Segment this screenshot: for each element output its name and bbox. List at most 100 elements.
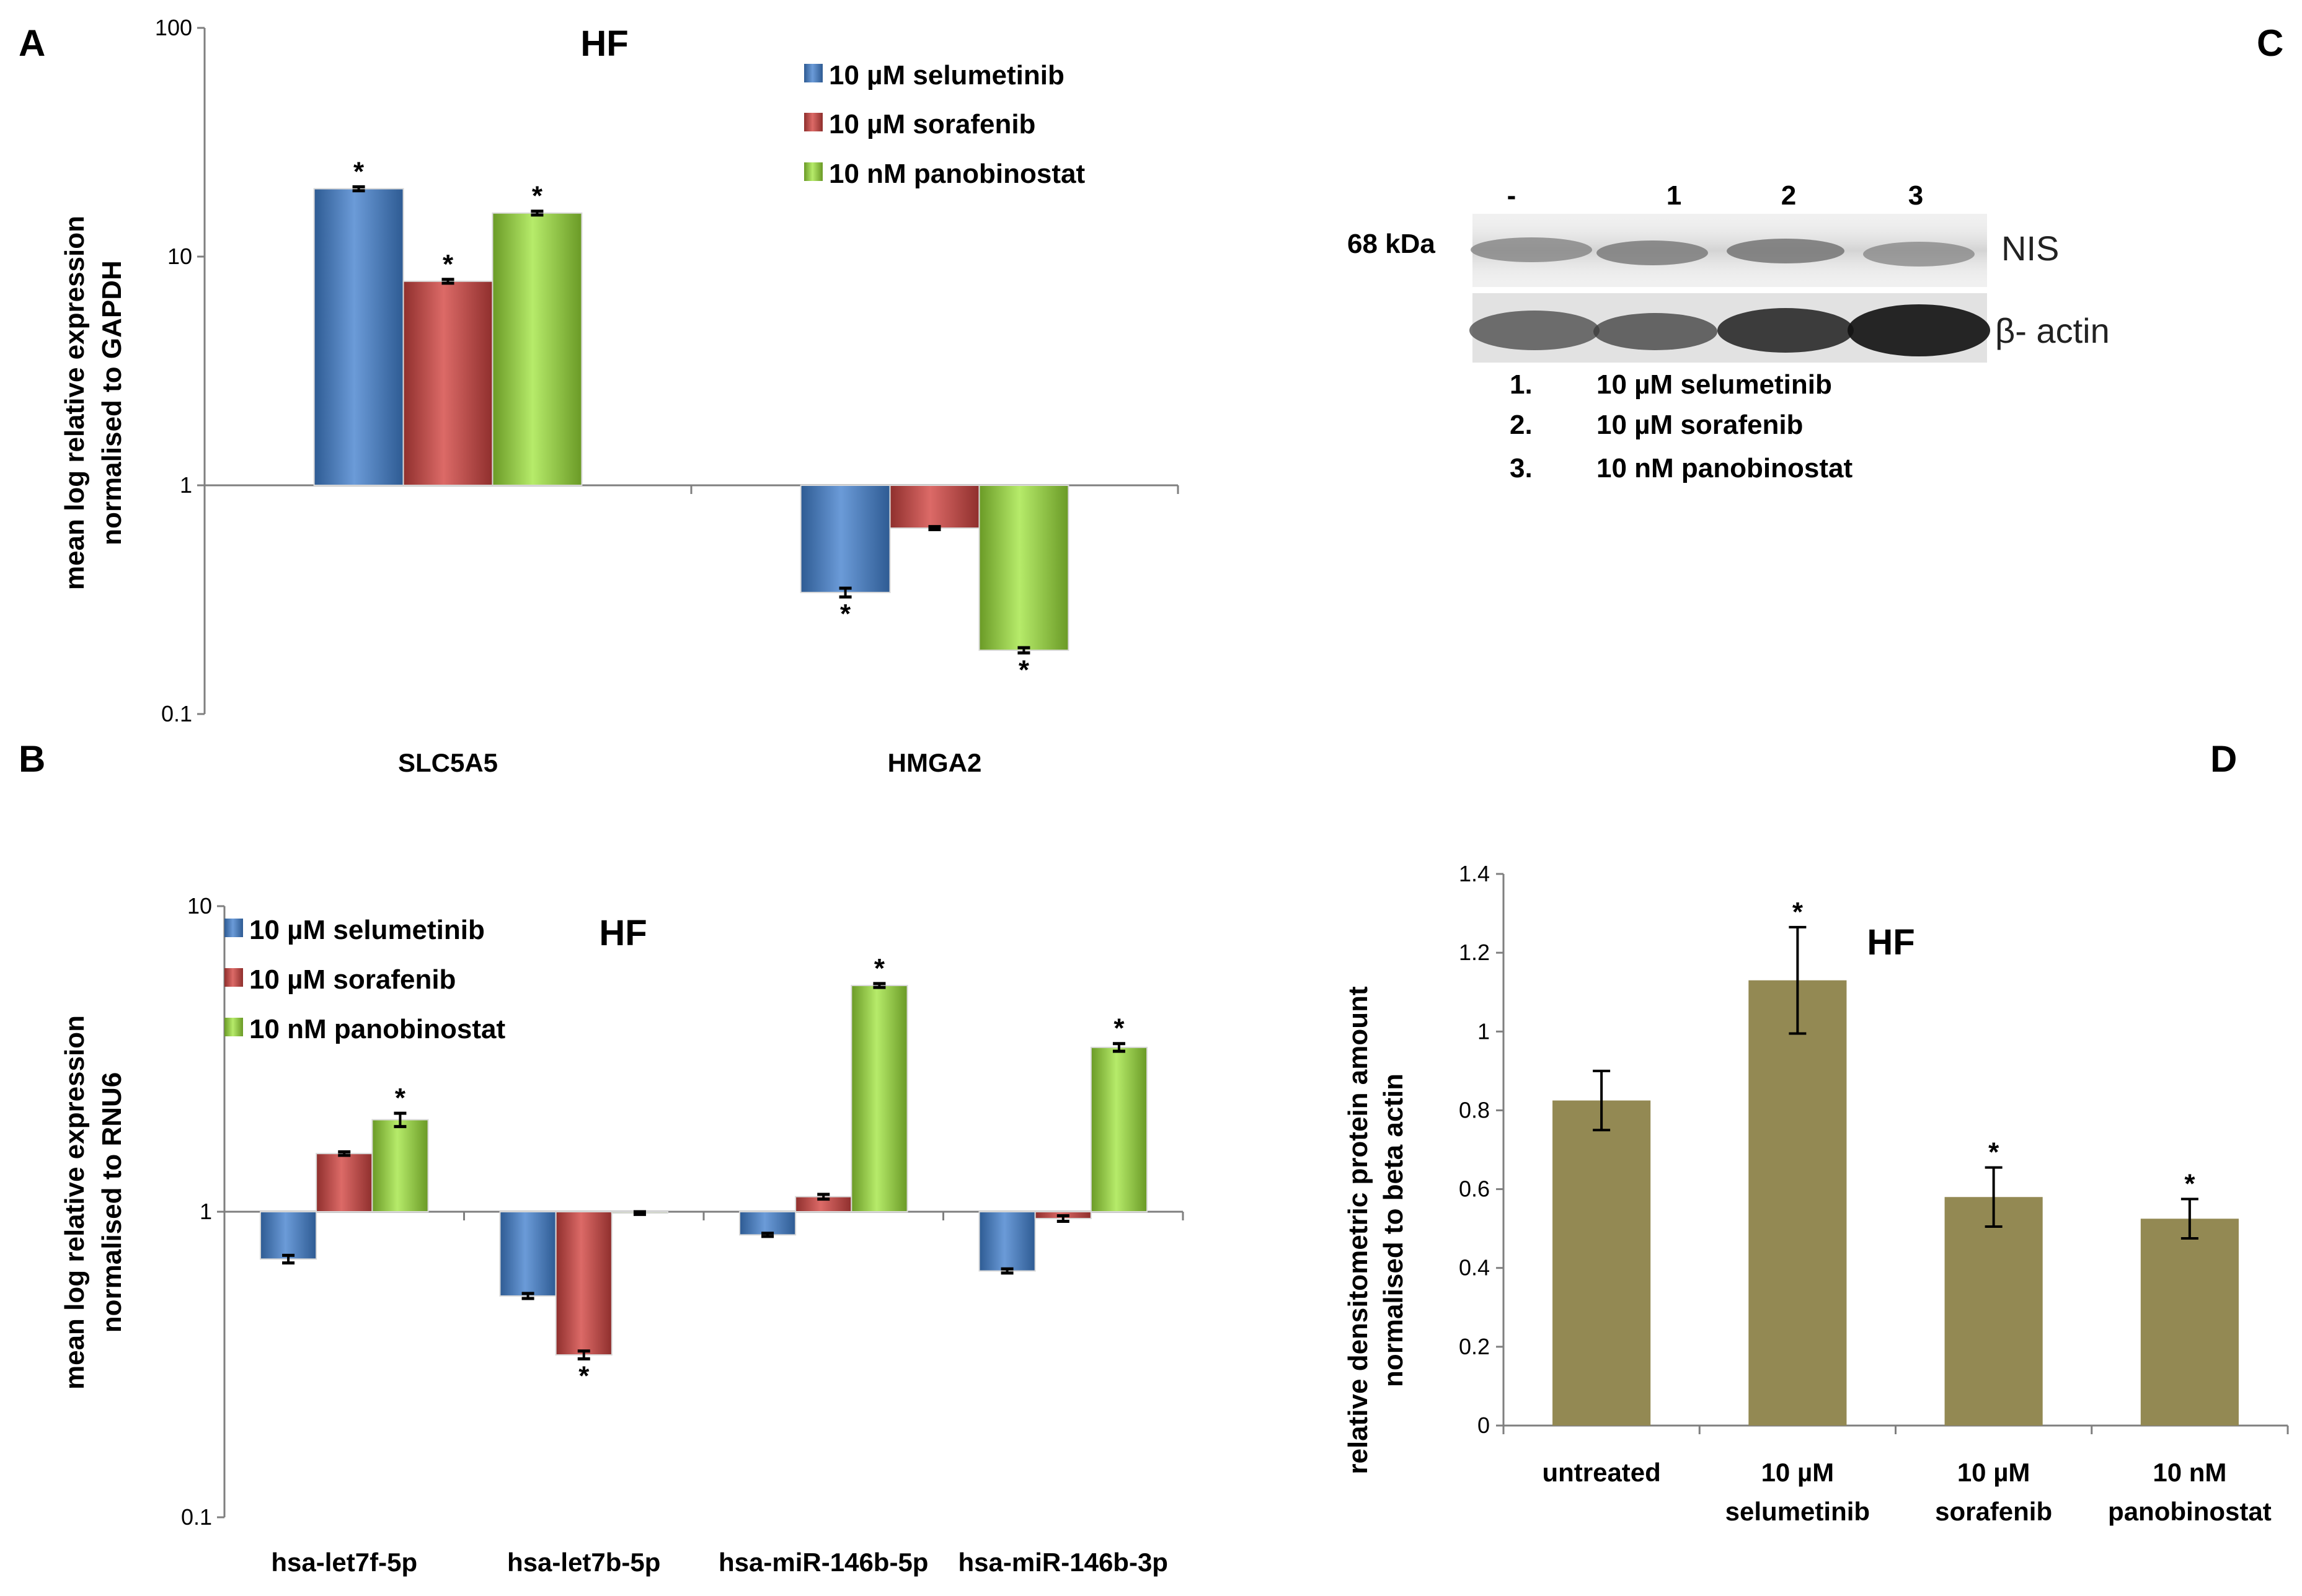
- actin-band-lane-3: [1848, 304, 1990, 356]
- y-tick-label: 0.1: [161, 701, 192, 726]
- legend-a-swatch-1: [804, 113, 823, 131]
- y-tick-label: 1.2: [1459, 940, 1490, 965]
- category-label: hsa-miR-146b-3p: [958, 1548, 1168, 1577]
- legend-a-swatch-0: [804, 64, 823, 82]
- significance-star: *: [395, 1083, 406, 1113]
- category-label: hsa-let7f-5p: [271, 1548, 417, 1577]
- significance-star: *: [578, 1360, 590, 1391]
- category-label: hsa-miR-146b-5p: [719, 1548, 928, 1577]
- panel-b-title: HF: [599, 913, 647, 953]
- panel-a-title: HF: [580, 24, 628, 64]
- y-tick-label: 0.1: [181, 1504, 212, 1530]
- nis-band-lane-1: [1596, 240, 1708, 265]
- significance-star: *: [2184, 1168, 2195, 1199]
- category-label: 10 µM: [1761, 1458, 1835, 1487]
- blot-key-text-1: 10 µM selumetinib: [1596, 369, 1832, 400]
- category-label: untreated: [1542, 1458, 1660, 1487]
- legend-a-label-1: 10 µM sorafenib: [829, 109, 1035, 139]
- category-label: 10 µM: [1957, 1458, 2030, 1487]
- bar: [978, 1211, 1036, 1272]
- significance-star: *: [1988, 1137, 1999, 1168]
- blot-lane-label-2: 2: [1781, 180, 1796, 211]
- significance-star: *: [532, 181, 543, 211]
- y-tick-label: 100: [155, 15, 192, 40]
- legend-b-label-1: 10 µM sorafenib: [249, 964, 456, 995]
- blot-key-text-3: 10 nM panobinostat: [1596, 453, 1853, 483]
- blot-key-text-2: 10 µM sorafenib: [1596, 410, 1803, 440]
- panel-a-ylabel-line2: normalised to GAPDH: [97, 260, 127, 545]
- blot-key-num-1: 1.: [1510, 369, 1533, 400]
- legend-b-label-2: 10 nM panobinostat: [249, 1014, 505, 1044]
- bar: [851, 985, 908, 1213]
- panel-d-ylabel-line2: normalised to beta actin: [1378, 1074, 1409, 1387]
- panel-d-ylabel-line1: relative densitometric protein amount: [1343, 986, 1373, 1475]
- bar: [978, 485, 1069, 651]
- panel-b-chart: mean log relative expression normalised …: [60, 893, 1184, 1577]
- panel-a-chart: mean log relative expression normalised …: [60, 15, 1179, 777]
- legend-b-swatch-1: [224, 968, 243, 987]
- blot-lane-label-3: 3: [1908, 180, 1923, 211]
- panel-d-axes: 0 0.2 0.4 0.6 0.8 1 1.2 1.4 untreated 10 µM selume…: [1459, 861, 2289, 1526]
- blot-actin-label: β- actin: [1995, 311, 2110, 350]
- panel-b-ylabel-line2: normalised to RNU6: [97, 1072, 127, 1333]
- category-label: selumetinib: [1725, 1497, 1870, 1526]
- panel-b-legend: 10 µM selumetinib 10 µM sorafenib 10 nM …: [224, 915, 505, 1044]
- panel-b-bars: * * * *: [259, 953, 1148, 1391]
- blot-mw-marker: 68 kDa: [1347, 229, 1435, 259]
- panel-d-title: HF: [1867, 922, 1915, 963]
- bar: [492, 212, 583, 486]
- category-label: SLC5A5: [398, 748, 498, 777]
- blot-nis-label: NIS: [2001, 229, 2059, 268]
- y-tick-label: 0.6: [1459, 1176, 1490, 1202]
- significance-star: *: [443, 249, 454, 280]
- panel-letter-b: B: [19, 738, 45, 780]
- significance-star: *: [1792, 897, 1804, 927]
- bar: [259, 1211, 317, 1260]
- blot-lane-label-1: 1: [1667, 180, 1681, 211]
- bar: [1552, 1100, 1651, 1426]
- blot-key-num-2: 2.: [1510, 410, 1533, 440]
- category-label: 10 nM: [2153, 1458, 2226, 1487]
- category-label: HMGA2: [888, 748, 982, 777]
- y-tick-label: 1: [200, 1199, 212, 1224]
- bar: [402, 280, 494, 486]
- y-tick-label: 0.8: [1459, 1097, 1490, 1122]
- bar: [499, 1211, 557, 1297]
- legend-b-label-0: 10 µM selumetinib: [249, 915, 485, 945]
- blot-actin-strip: [1469, 293, 1990, 363]
- bar: [800, 485, 891, 593]
- y-tick-label: 0.4: [1459, 1255, 1490, 1281]
- panel-b-ylabel-line1: mean log relative expression: [60, 1015, 90, 1390]
- category-label: hsa-let7b-5p: [507, 1548, 660, 1577]
- category-label: sorafenib: [1935, 1497, 2052, 1526]
- panel-a-ylabel-line1: mean log relative expression: [60, 216, 90, 590]
- bar: [2140, 1219, 2239, 1426]
- nis-band-lane-2: [1727, 239, 1844, 263]
- blot-lane-label-0: -: [1507, 180, 1516, 211]
- legend-a-swatch-2: [804, 162, 823, 181]
- blot-key-num-3: 3.: [1510, 453, 1533, 483]
- panel-a-legend: 10 µM selumetinib 10 µM sorafenib 10 nM …: [804, 60, 1085, 189]
- legend-a-label-2: 10 nM panobinostat: [829, 159, 1085, 189]
- panel-a-bars: * * * * *: [313, 156, 1069, 685]
- significance-star: *: [1113, 1013, 1125, 1044]
- bar: [555, 1211, 613, 1356]
- actin-band-lane-1: [1593, 313, 1717, 350]
- y-tick-label: 0.2: [1459, 1334, 1490, 1359]
- y-tick-label: 1.4: [1459, 861, 1490, 886]
- bar: [1748, 980, 1847, 1426]
- bar: [316, 1153, 373, 1213]
- bar: [1944, 1197, 2043, 1426]
- legend-a-label-0: 10 µM selumetinib: [829, 60, 1065, 90]
- bar: [371, 1119, 429, 1212]
- nis-band-lane-3: [1863, 242, 1975, 267]
- category-label: panobinostat: [2108, 1497, 2272, 1526]
- nis-band-lane-untreated: [1471, 237, 1592, 262]
- bar: [313, 188, 404, 486]
- legend-b-swatch-0: [224, 919, 243, 937]
- significance-star: *: [874, 953, 885, 984]
- legend-b-swatch-2: [224, 1018, 243, 1036]
- panel-d-chart: relative densitometric protein amount no…: [1343, 861, 2289, 1526]
